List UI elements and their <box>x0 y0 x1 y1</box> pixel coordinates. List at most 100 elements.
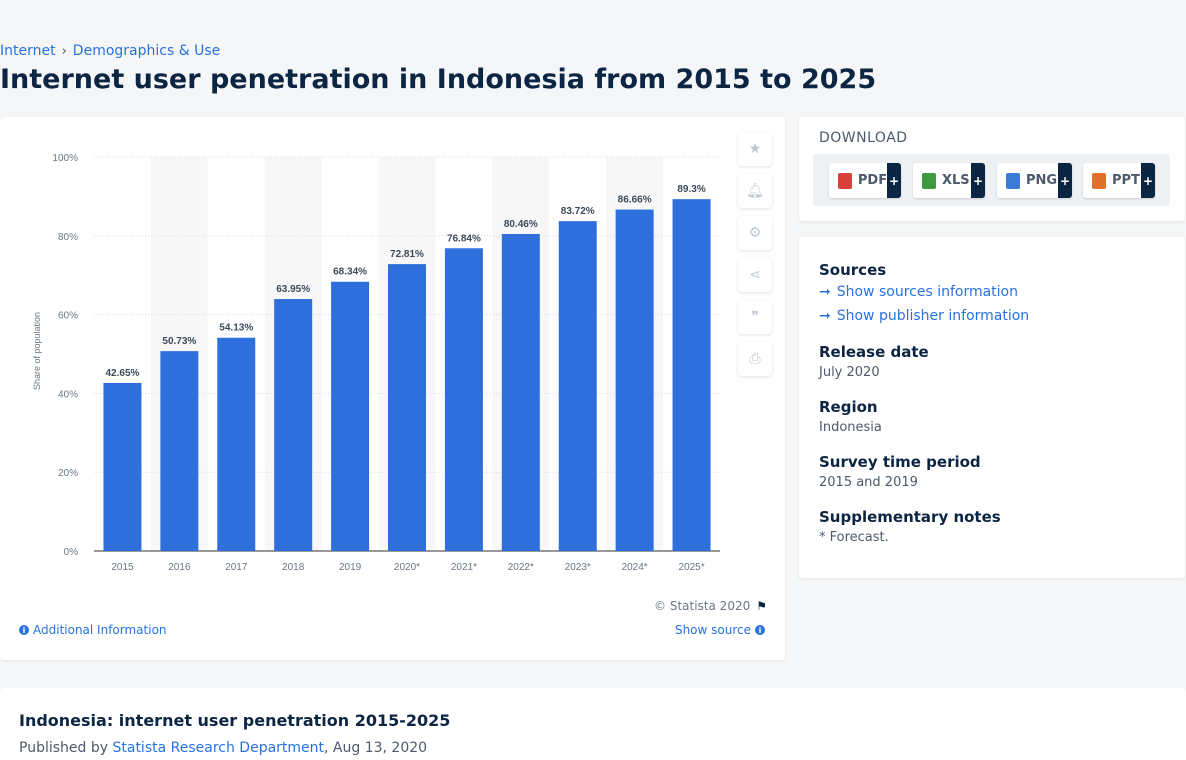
flag-icon[interactable]: ⚑ <box>756 599 767 613</box>
x-tick-label: 2019 <box>339 562 362 573</box>
breadcrumb-internet[interactable]: Internet <box>0 43 56 59</box>
pdf-file-icon <box>838 173 852 189</box>
published-date: , Aug 13, 2020 <box>324 740 427 756</box>
data-label: 63.95% <box>276 284 310 295</box>
bar <box>274 299 312 551</box>
bar <box>616 210 654 551</box>
favorite-button[interactable]: ★ <box>738 132 772 166</box>
region-value: Indonesia <box>819 420 882 435</box>
additional-information-link[interactable]: i Additional Information <box>19 623 167 637</box>
y-tick-label: 60% <box>58 311 78 322</box>
bar <box>502 234 540 551</box>
x-tick-label: 2024* <box>622 562 648 573</box>
info-icon: i <box>19 625 29 635</box>
arrow-right-icon: ➞ <box>819 284 831 300</box>
publisher-link[interactable]: Statista Research Department <box>112 740 324 756</box>
y-tick-label: 0% <box>64 547 79 558</box>
survey-period-value: 2015 and 2019 <box>819 475 918 490</box>
download-pdf-label: PDF <box>858 173 887 188</box>
x-tick-label: 2018 <box>282 562 305 573</box>
download-ppt-label: PPT <box>1112 173 1140 188</box>
region-heading: Region <box>819 398 878 416</box>
star-icon: ★ <box>749 141 762 157</box>
published-by: Published by Statista Research Departmen… <box>19 740 427 756</box>
statistic-summary: Indonesia: internet user penetration 201… <box>0 688 1186 760</box>
top-band <box>0 0 1186 36</box>
release-date-heading: Release date <box>819 343 929 361</box>
download-title: DOWNLOAD <box>819 130 908 146</box>
show-source-link[interactable]: Show source i <box>675 623 765 637</box>
x-tick-label: 2022* <box>508 562 534 573</box>
y-tick-label: 40% <box>58 389 78 400</box>
settings-button[interactable]: ⚙ <box>738 216 772 250</box>
bar <box>559 221 597 551</box>
show-sources-link[interactable]: ➞ Show sources information <box>819 284 1018 300</box>
show-source-label: Show source <box>675 623 751 637</box>
print-button[interactable]: ⎙ <box>738 342 772 376</box>
show-sources-label: Show sources information <box>837 284 1018 300</box>
plus-icon: + <box>887 163 901 198</box>
breadcrumb-separator: › <box>62 44 67 59</box>
x-tick-label: 2015 <box>111 562 134 573</box>
sources-heading: Sources <box>819 261 886 279</box>
notification-button[interactable]: 🔔︎ <box>738 174 772 208</box>
download-ppt-button[interactable]: PPT + <box>1083 163 1155 198</box>
download-card: DOWNLOAD PDF + XLS + PNG + PPT + <box>799 117 1185 221</box>
survey-period-heading: Survey time period <box>819 453 981 471</box>
share-button[interactable]: ⋖ <box>738 258 772 292</box>
bar <box>388 264 426 551</box>
png-file-icon <box>1006 173 1020 189</box>
chart-toolbar: ★ 🔔︎ ⚙ ⋖ ❞ ⎙ <box>738 132 772 384</box>
show-publisher-label: Show publisher information <box>837 308 1029 324</box>
gear-icon: ⚙ <box>749 225 762 241</box>
x-tick-label: 2017 <box>225 562 248 573</box>
show-publisher-link[interactable]: ➞ Show publisher information <box>819 308 1029 324</box>
bar <box>103 383 141 551</box>
supplementary-notes-heading: Supplementary notes <box>819 508 1001 526</box>
data-label: 50.73% <box>162 336 196 347</box>
bell-icon: 🔔︎ <box>746 183 764 199</box>
x-tick-label: 2016 <box>168 562 191 573</box>
bar <box>160 351 198 551</box>
data-label: 54.13% <box>219 323 253 334</box>
release-date-value: July 2020 <box>819 365 880 380</box>
cite-button[interactable]: ❞ <box>738 300 772 334</box>
download-png-label: PNG <box>1026 173 1057 188</box>
data-label: 80.46% <box>504 219 538 230</box>
data-label: 72.81% <box>390 249 424 260</box>
supplementary-notes-value: * Forecast. <box>819 530 889 545</box>
additional-information-label: Additional Information <box>33 623 167 637</box>
x-tick-label: 2025* <box>678 562 704 573</box>
download-png-button[interactable]: PNG + <box>997 163 1072 198</box>
bar <box>331 282 369 551</box>
arrow-right-icon: ➞ <box>819 308 831 324</box>
bar <box>445 248 483 551</box>
y-tick-label: 100% <box>52 153 78 164</box>
x-tick-label: 2020* <box>394 562 420 573</box>
statistic-details: Sources ➞ Show sources information ➞ Sho… <box>799 237 1185 578</box>
download-buttons: PDF + XLS + PNG + PPT + <box>813 154 1170 206</box>
plus-icon: + <box>1058 163 1072 198</box>
x-tick-label: 2023* <box>565 562 591 573</box>
quote-icon: ❞ <box>751 309 759 325</box>
xls-file-icon <box>922 173 936 189</box>
data-label: 42.65% <box>105 368 139 379</box>
breadcrumb-demographics[interactable]: Demographics & Use <box>73 43 220 59</box>
breadcrumb: Internet › Demographics & Use <box>0 43 220 59</box>
y-tick-label: 20% <box>58 468 78 479</box>
chart-card: 0% 20% 40% 60% 80% 100% 42.65% 2015 50.73% 2016 54… <box>0 117 785 660</box>
page-title: Internet user penetration in Indonesia f… <box>0 64 876 95</box>
data-label: 76.84% <box>447 233 481 244</box>
download-xls-button[interactable]: XLS + <box>913 163 985 198</box>
plus-icon: + <box>971 163 985 198</box>
bar-chart: 0% 20% 40% 60% 80% 100% 42.65% 2015 50.73% 2016 54… <box>0 117 730 587</box>
download-xls-label: XLS <box>942 173 970 188</box>
copyright: © Statista 2020 ⚑ <box>654 599 767 613</box>
print-icon: ⎙ <box>749 351 760 367</box>
data-label: 86.66% <box>618 195 652 206</box>
y-tick-label: 80% <box>58 232 78 243</box>
download-pdf-button[interactable]: PDF + <box>829 163 901 198</box>
ppt-file-icon <box>1092 173 1106 189</box>
summary-title: Indonesia: internet user penetration 201… <box>19 711 450 730</box>
